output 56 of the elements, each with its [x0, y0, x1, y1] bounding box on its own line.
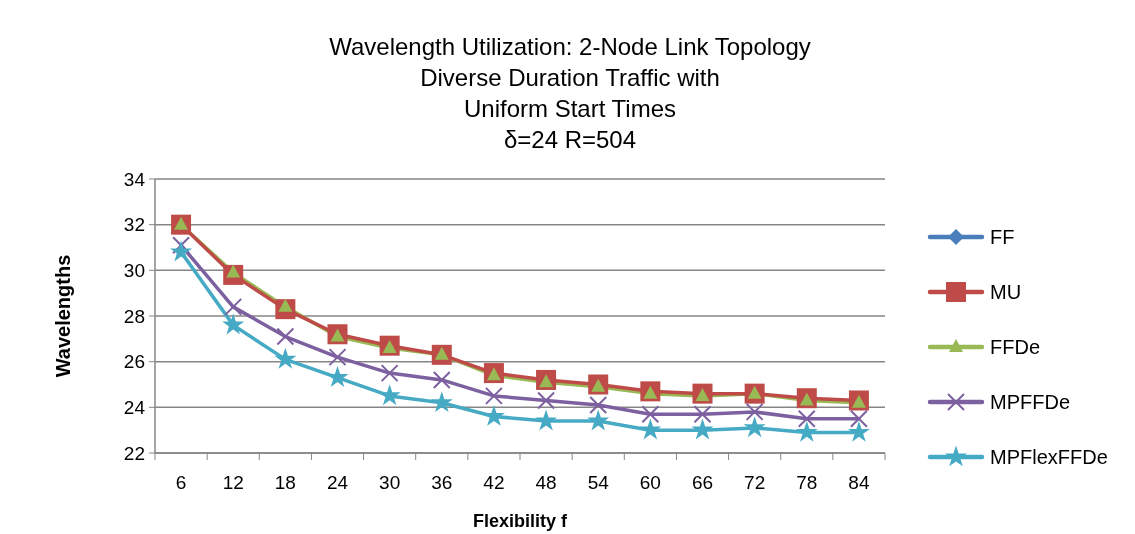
point [326, 366, 349, 387]
point [170, 240, 193, 262]
legend-label: FFDe [990, 336, 1040, 358]
y-tick-label: 34 [123, 168, 146, 190]
x-tick-label: 24 [326, 472, 349, 493]
point [378, 384, 401, 406]
x-axis-title: Flexibility f [472, 511, 569, 531]
x-tick-label: 72 [744, 472, 766, 493]
x-tick-label: 30 [379, 472, 401, 493]
point [535, 409, 558, 431]
point [274, 347, 297, 369]
point [430, 391, 453, 413]
point [745, 402, 764, 421]
point [693, 405, 712, 424]
x-tick-label: 18 [274, 472, 296, 493]
point [795, 420, 818, 442]
x-tick-label: 60 [639, 472, 661, 493]
x-tick-label: 36 [431, 472, 453, 493]
legend-label: FF [990, 226, 1015, 248]
x-tick-label: 42 [483, 472, 505, 493]
chart-title: Wavelength Utilization: 2-Node Link Topology Diverse Duration Traffic with Uniform Start Times δ=24 R=504 [329, 33, 811, 153]
point [641, 405, 660, 424]
point [224, 297, 243, 316]
point [639, 418, 662, 440]
point [691, 418, 714, 440]
point [172, 236, 191, 255]
point [847, 420, 870, 442]
point [380, 364, 399, 383]
point [537, 391, 556, 410]
legend-label: MPFFDe [990, 391, 1070, 413]
x-tick-label: 6 [175, 472, 187, 493]
x-tick-label: 84 [848, 472, 870, 493]
point [276, 327, 295, 346]
y-tick-label: 32 [123, 214, 145, 236]
y-tick-label: 26 [123, 351, 145, 373]
x-tick-label: 12 [222, 472, 244, 493]
point [849, 409, 868, 428]
legend-label: MPFlexFFDe [990, 446, 1108, 468]
x-tick-label: 66 [691, 472, 714, 493]
y-tick-label: 24 [123, 396, 146, 418]
point [484, 386, 503, 405]
point [587, 409, 610, 431]
y-tick-label: 28 [123, 305, 145, 327]
y-tick-label: 22 [123, 442, 145, 464]
point [222, 313, 245, 335]
x-tick-label: 48 [535, 472, 557, 493]
legend-label: MU [990, 281, 1022, 303]
point [328, 348, 347, 367]
point [743, 416, 766, 438]
x-tick-label: 78 [796, 472, 818, 493]
point [432, 370, 451, 389]
point [589, 396, 608, 415]
y-axis-title: Wavelengths [52, 254, 74, 378]
point [797, 409, 816, 428]
y-tick-label: 30 [123, 259, 145, 281]
x-tick-label: 54 [587, 472, 610, 493]
